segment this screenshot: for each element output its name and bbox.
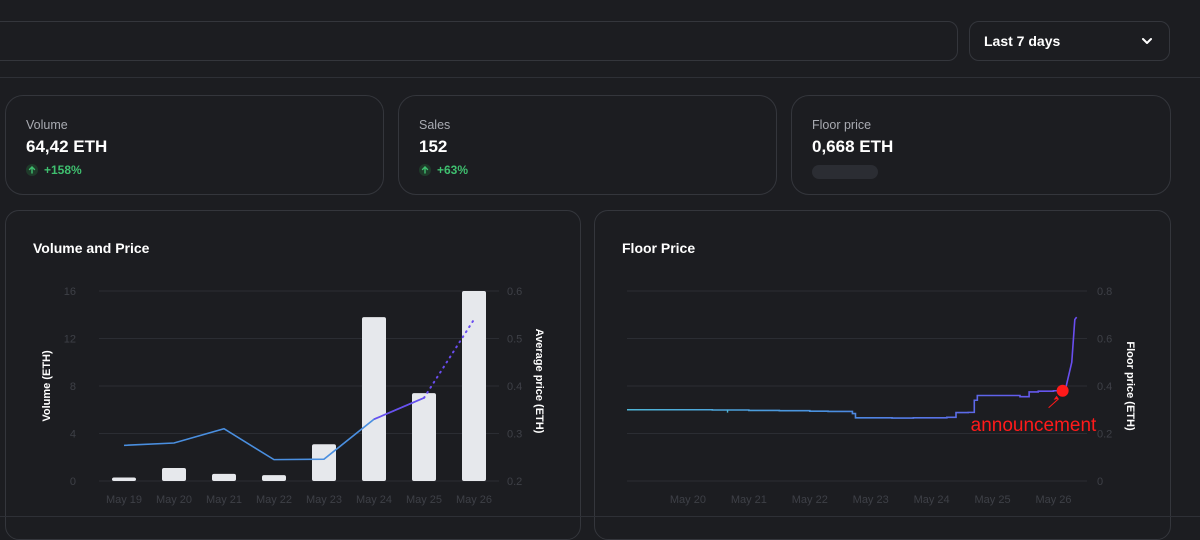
- annotation-arrow: [1048, 398, 1059, 409]
- bar: [112, 477, 136, 481]
- y-tick-label: 0: [70, 476, 76, 488]
- stat-value: 152: [419, 137, 448, 156]
- volume-price-panel: Volume and Price 0 4 8 12 16 0.2 0.3 0.4 0.5 0.6 M…: [5, 210, 581, 540]
- volume-price-chart: 0 4 8 12 16 0.2 0.3 0.4 0.5 0.6 May 19 May 20 May 21…: [41, 286, 545, 506]
- y-tick-label: 12: [64, 334, 76, 346]
- stat-change-value: +158%: [44, 163, 82, 177]
- x-tick-label: May 26: [456, 494, 492, 506]
- bar: [262, 475, 286, 481]
- loading-placeholder: [812, 165, 878, 179]
- y-right-tick-label: 0.2: [1097, 429, 1112, 441]
- panel-title: Floor Price: [622, 240, 696, 256]
- date-range-select[interactable]: Last 7 days: [969, 21, 1170, 61]
- y-tick-label: 8: [70, 381, 76, 393]
- series-line-forecast: [423, 318, 475, 399]
- stat-label: Volume: [26, 118, 68, 132]
- stat-label: Sales: [419, 118, 451, 132]
- y-right-tick-label: 0.5: [507, 334, 522, 346]
- header-divider: [0, 77, 1200, 78]
- x-tick-label: May 24: [356, 494, 392, 506]
- y-right-tick-label: 0.8: [1097, 286, 1112, 298]
- bar: [162, 467, 186, 481]
- y-right-tick-label: 0.6: [1097, 334, 1112, 346]
- x-tick-label: May 21: [206, 494, 242, 506]
- bar: [312, 444, 336, 481]
- chevron-down-icon: [1139, 33, 1155, 49]
- arrow-up-icon: [419, 164, 431, 176]
- x-tick-label: May 22: [792, 494, 828, 506]
- bottom-divider: [0, 516, 1200, 517]
- x-tick-label: May 25: [406, 494, 442, 506]
- stat-change: +158%: [26, 163, 363, 177]
- annotation-marker: [1056, 384, 1069, 397]
- x-tick-label: May 20: [670, 494, 706, 506]
- y-right-tick-label: 0.4: [507, 381, 522, 393]
- stat-change: +63%: [419, 163, 756, 177]
- series-line-segment: [373, 397, 425, 420]
- arrow-up-icon: [26, 164, 38, 176]
- x-tick-label: May 23: [853, 494, 889, 506]
- stat-value: 0,668 ETH: [812, 137, 894, 156]
- x-tick-label: May 25: [975, 494, 1011, 506]
- bar: [462, 291, 486, 481]
- stat-label: Floor price: [812, 118, 872, 132]
- bar: [212, 473, 236, 481]
- panel-title: Volume and Price: [33, 240, 150, 256]
- y-tick-label: 16: [64, 286, 76, 298]
- x-tick-label: May 20: [156, 494, 192, 506]
- y-right-tick-label: 0.3: [507, 429, 522, 441]
- x-tick-label: May 21: [731, 494, 767, 506]
- x-tick-label: May 24: [914, 494, 950, 506]
- annotation-arrowhead: [1053, 395, 1059, 400]
- stat-value: 64,42 ETH: [26, 137, 108, 156]
- x-tick-label: May 22: [256, 494, 292, 506]
- y-right-tick-label: 0.6: [507, 286, 522, 298]
- y-right-tick-label: 0.4: [1097, 381, 1112, 393]
- y-right-axis-title: Average price (ETH): [533, 329, 545, 434]
- stat-card-sales: Sales 152 +63%: [398, 95, 777, 195]
- y-right-tick-label: 0: [1097, 476, 1103, 488]
- y-axis-title: Volume (ETH): [41, 350, 53, 422]
- floor-price-chart: 0 0.2 0.4 0.6 0.8 May 20 May 21 May 22 May 23 May…: [627, 286, 1136, 506]
- x-tick-label: May 26: [1035, 494, 1071, 506]
- floor-price-panel: Floor Price 0 0.2 0.4 0.6 0.8 May 20 May 21 May…: [594, 210, 1171, 540]
- x-tick-label: May 23: [306, 494, 342, 506]
- bar: [412, 393, 436, 481]
- floor-price-line: [627, 316, 1078, 419]
- y-right-axis-title: Floor price (ETH): [1124, 341, 1136, 431]
- bar: [362, 317, 386, 481]
- stat-card-volume: Volume 64,42 ETH +158%: [5, 95, 384, 195]
- annotation-label: announcement: [971, 415, 1097, 436]
- y-tick-label: 4: [70, 429, 76, 441]
- stat-card-floor-price: Floor price 0,668 ETH: [791, 95, 1171, 195]
- search-input[interactable]: [0, 21, 958, 61]
- date-range-label: Last 7 days: [984, 33, 1061, 49]
- stat-change-value: +63%: [437, 163, 469, 177]
- x-tick-label: May 19: [106, 494, 142, 506]
- y-right-tick-label: 0.2: [507, 476, 522, 488]
